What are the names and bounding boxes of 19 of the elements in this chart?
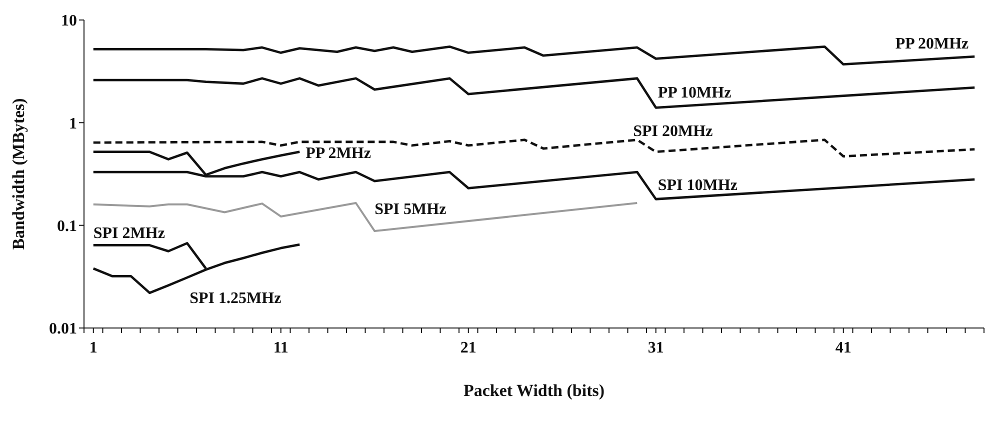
series-label: SPI 1.25MHz bbox=[190, 290, 282, 307]
series-label: SPI 20MHz bbox=[633, 122, 713, 140]
x-axis-title: Packet Width (bits) bbox=[463, 381, 605, 400]
x-tick-label: 11 bbox=[273, 339, 288, 356]
y-tick-label: 0.01 bbox=[49, 320, 77, 338]
series-label: SPI 10MHz bbox=[658, 177, 738, 194]
y-tick-label: 10 bbox=[61, 12, 77, 30]
series-label: PP 2MHz bbox=[306, 144, 371, 162]
series-label: PP 20MHz bbox=[895, 36, 969, 53]
x-tick-label: 21 bbox=[460, 339, 476, 356]
y-tick-label: 1 bbox=[69, 115, 77, 132]
x-tick-label: 31 bbox=[648, 339, 664, 356]
x-tick-label: 41 bbox=[835, 339, 852, 356]
y-tick-label: 0.1 bbox=[57, 218, 77, 236]
x-tick-label: 1 bbox=[89, 339, 98, 356]
series-label: SPI 2MHz bbox=[93, 225, 165, 242]
y-axis-title: Bandwidth (MBytes) bbox=[9, 98, 28, 250]
series-label: SPI 5MHz bbox=[374, 201, 446, 218]
series-label: PP 10MHz bbox=[658, 84, 732, 102]
